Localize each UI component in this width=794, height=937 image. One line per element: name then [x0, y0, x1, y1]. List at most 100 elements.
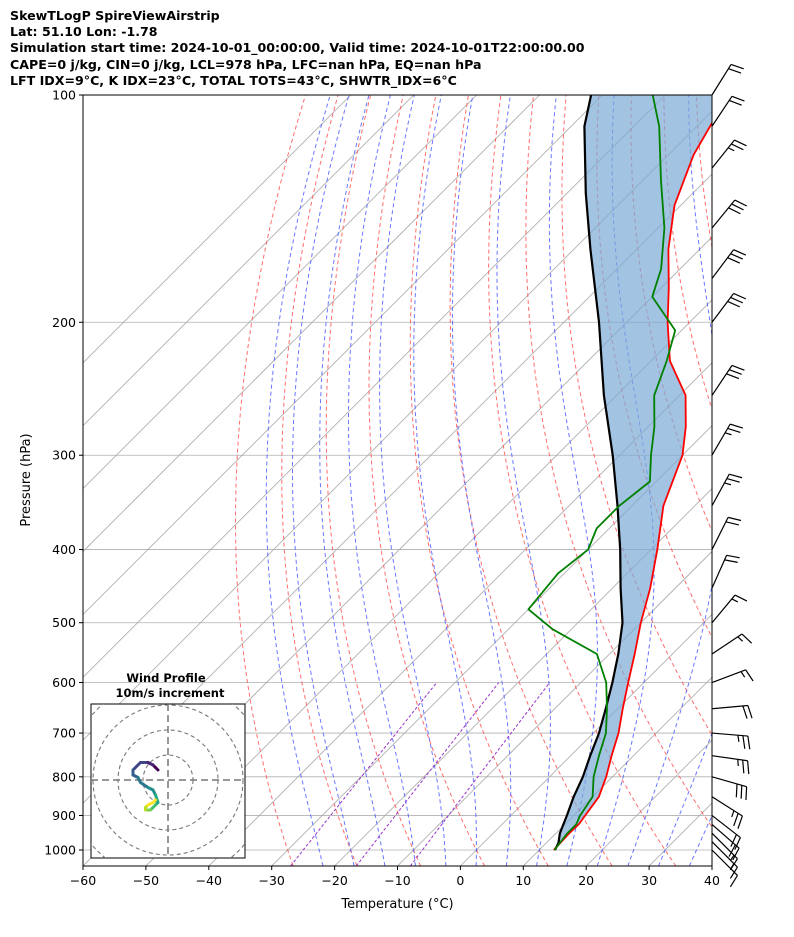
wind-barb: [711, 249, 747, 279]
isotherm-line: [83, 95, 603, 615]
wind-barb: [711, 776, 748, 801]
cape-cin-shading: [558, 95, 712, 843]
wind-barb: [711, 633, 753, 655]
dry-adiabat: [281, 95, 358, 866]
wind-barb: [711, 704, 753, 719]
dewpoint-line: [527, 95, 677, 851]
moist-adiabat: [688, 814, 712, 866]
y-tick-label: 400: [52, 542, 76, 557]
x-tick-label: 40: [704, 873, 720, 888]
isotherm-line: [83, 95, 352, 364]
moist-adiabat: [379, 95, 447, 866]
sounding-series: [527, 95, 712, 851]
hodograph-segment: [131, 761, 142, 772]
wind-barb: [711, 95, 745, 127]
y-tick-label: 1000: [44, 843, 76, 858]
moist-adiabat: [319, 95, 386, 866]
dry-adiabat: [762, 95, 794, 866]
wind-barb: [711, 473, 743, 507]
dry-adiabat: [325, 95, 422, 866]
wind-barb: [711, 849, 738, 888]
mixing-ratio-line: [409, 682, 551, 866]
y-axis-title: Pressure (hPa): [19, 433, 34, 526]
dry-adiabat: [729, 95, 794, 866]
dry-adiabat: [449, 95, 613, 866]
dry-adiabat: [561, 95, 712, 736]
isotherm-line: [775, 95, 794, 866]
dry-adiabat: [409, 95, 549, 866]
wind-barb: [711, 796, 743, 829]
moist-adiabat: [292, 95, 355, 866]
dry-adiabat: [663, 95, 712, 411]
isotherm-line: [145, 299, 712, 866]
isotherm-line: [523, 676, 712, 866]
moist-adiabat: [548, 95, 598, 866]
cape-line: CAPE=0 j/kg, CIN=0 j/kg, LCL=978 hPa, LF…: [10, 56, 482, 72]
x-tick-label: −50: [133, 873, 159, 888]
x-tick-label: 30: [641, 873, 657, 888]
isotherm-line: [271, 425, 712, 866]
hodograph-segment: [151, 798, 157, 804]
chart-header: SkewTLogP SpireViewAirstrip Lat: 51.10 L…: [10, 8, 584, 89]
x-tick-label: 20: [578, 873, 594, 888]
wind-barb: [711, 669, 754, 684]
wind-barb: [711, 823, 740, 861]
x-tick-label: −60: [70, 873, 96, 888]
y-tick-label: 300: [52, 448, 76, 463]
isotherm-line: [397, 550, 712, 866]
wind-barb: [711, 199, 748, 229]
isotherm-line: [334, 488, 712, 866]
y-tick-label: 500: [52, 615, 76, 630]
wind-barb: [711, 755, 750, 775]
wind-barb: [711, 554, 740, 589]
y-tick-label: 800: [52, 769, 76, 784]
wind-barb: [711, 516, 742, 550]
isotherm-line: [83, 95, 414, 427]
x-tick-label: −10: [384, 873, 410, 888]
y-tick-label: 200: [52, 315, 76, 330]
isotherm-line: [460, 613, 712, 866]
moist-adiabat: [658, 731, 712, 866]
dry-adiabat: [488, 95, 677, 866]
wind-barbs: [711, 63, 754, 888]
isotherm-line: [711, 865, 712, 866]
wind-barb: [711, 63, 744, 96]
moist-adiabat: [451, 95, 512, 866]
dry-adiabat: [695, 95, 712, 251]
index-line: LFT IDX=9°C, K IDX=23°C, TOTAL TOTS=43°C…: [10, 72, 457, 88]
wind-barb: [711, 732, 751, 750]
temperature-line: [553, 121, 712, 851]
y-tick-label: 600: [52, 675, 76, 690]
moist-adiabat: [413, 95, 477, 866]
moist-adiabat: [348, 95, 416, 866]
x-tick-label: −40: [196, 873, 222, 888]
isotherm-line: [83, 95, 666, 678]
wind-barb: [711, 139, 747, 169]
dry-adiabat: [235, 95, 306, 866]
y-tick-label: 100: [52, 88, 76, 103]
wind-barb: [711, 814, 741, 850]
parcel-profile-line: [554, 95, 624, 851]
moist-adiabat: [596, 95, 655, 866]
moist-adiabat: [496, 95, 551, 866]
moist-adiabat: [720, 95, 794, 866]
y-tick-label: 900: [52, 808, 76, 823]
hodograph-segment: [139, 781, 150, 789]
hodograph-subtitle: 10m/s increment: [116, 686, 225, 700]
chart-title: SkewTLogP SpireViewAirstrip: [10, 8, 220, 23]
x-axis-title: Temperature (°C): [340, 897, 453, 912]
mixing-ratio-line: [290, 682, 438, 866]
hodograph-title: Wind Profile: [126, 671, 206, 685]
x-tick-label: −20: [321, 873, 347, 888]
wind-barb: [711, 594, 748, 624]
isotherm-line: [83, 95, 477, 490]
x-tick-label: 0: [456, 873, 464, 888]
isotherm-line: [83, 95, 540, 553]
wind-barb: [711, 832, 738, 871]
y-tick-label: 700: [52, 726, 76, 741]
x-tick-label: −30: [259, 873, 285, 888]
dry-adiabat: [525, 95, 712, 828]
location-line: Lat: 51.10 Lon: -1.78: [10, 24, 158, 40]
